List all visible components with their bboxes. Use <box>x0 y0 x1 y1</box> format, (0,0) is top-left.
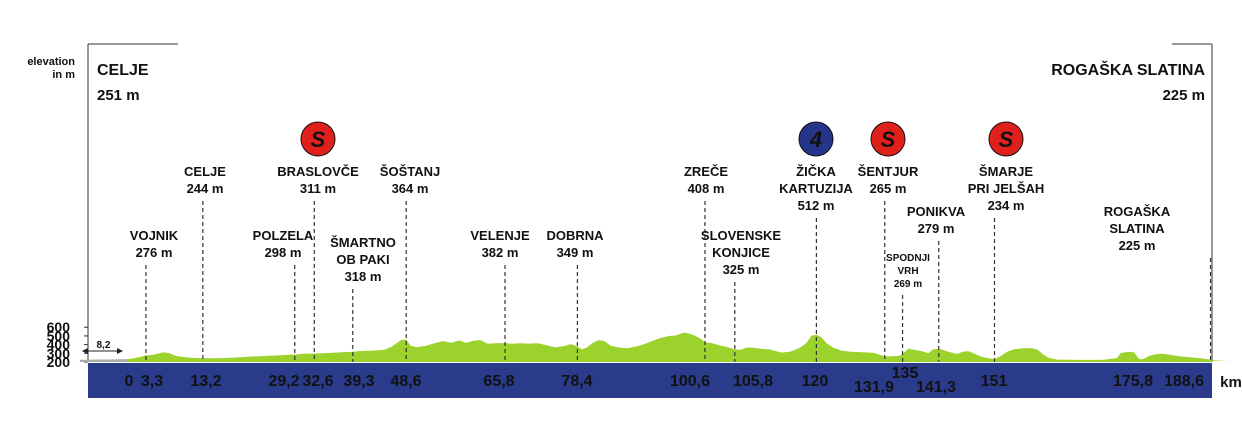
place-elevation-label: 234 m <box>988 198 1025 213</box>
place-elevation-label: 298 m <box>265 245 302 260</box>
place-elevation-label: 318 m <box>345 269 382 284</box>
x-tick-label: 151 <box>981 373 1008 390</box>
x-axis-unit: km <box>1220 374 1242 391</box>
neutral-arrow-left <box>81 348 88 354</box>
place-elevation-label: 325 m <box>723 262 760 277</box>
x-tick-label: 120 <box>802 373 829 390</box>
place-elevation-label: 349 m <box>557 245 594 260</box>
sprint-badge <box>870 121 906 157</box>
x-tick-label: 0 <box>125 373 134 390</box>
place-name-label: ŠMARTNO <box>330 235 396 250</box>
y-tick-label: 400 <box>47 337 71 353</box>
place-name-label: VOJNIK <box>130 228 179 243</box>
sprint-badge-letter: S <box>881 127 896 152</box>
y-tick-label: 600 <box>47 319 71 335</box>
place-name-label: SPODNJI <box>886 253 930 264</box>
x-tick-label: 78,4 <box>561 373 592 390</box>
place-name-label: ZREČE <box>684 164 728 179</box>
place-elevation-label: 276 m <box>136 245 173 260</box>
place-name-label: KONJICE <box>712 245 770 260</box>
place-elevation-label: 408 m <box>688 181 725 196</box>
place-name-label: SLATINA <box>1109 221 1165 236</box>
place-name-label: PRI JELŠAH <box>968 181 1045 196</box>
place-name-label: VELENJE <box>470 228 530 243</box>
place-name-label: SLOVENSKE <box>701 228 782 243</box>
y-axis-label: elevation <box>27 56 75 68</box>
finish-town-name: ROGAŠKA SLATINA <box>1051 60 1205 79</box>
place-name-label: ŠENTJUR <box>858 164 919 179</box>
place-name-label: ŠMARJE <box>979 164 1034 179</box>
place-name-label: ŽIČKA <box>796 164 836 179</box>
x-tick-label: 3,3 <box>141 373 163 390</box>
sprint-badge <box>988 121 1024 157</box>
climb-category-badge <box>798 121 834 157</box>
x-tick-label: 135 <box>892 365 919 382</box>
place-name-label: VRH <box>897 266 918 277</box>
place-elevation-label: 364 m <box>392 181 429 196</box>
start-town-name: CELJE <box>97 62 149 79</box>
place-name-label: PONIKVA <box>907 204 966 219</box>
sprint-badge <box>300 121 336 157</box>
place-elevation-label: 269 m <box>894 279 922 290</box>
x-tick-label: 29,2 <box>268 373 299 390</box>
x-tick-label: 32,6 <box>302 373 333 390</box>
sprint-badge-letter: S <box>311 127 326 152</box>
sprint-badge-letter: S <box>999 127 1014 152</box>
place-name-label: ROGAŠKA <box>1104 204 1171 219</box>
climb-category-number: 4 <box>809 127 822 152</box>
x-tick-label: 65,8 <box>483 373 514 390</box>
x-tick-label: 13,2 <box>190 373 221 390</box>
place-elevation-label: 512 m <box>798 198 835 213</box>
place-elevation-label: 382 m <box>482 245 519 260</box>
place-elevation-label: 311 m <box>300 181 336 196</box>
elevation-profile-area <box>79 332 1230 362</box>
place-name-label: BRASLOVČE <box>277 164 359 179</box>
place-name-label: DOBRNA <box>546 228 604 243</box>
neutral-zone-area <box>79 359 127 362</box>
place-name-label: POLZELA <box>253 228 314 243</box>
place-elevation-label: 279 m <box>918 221 955 236</box>
x-tick-label: 100,6 <box>670 373 710 390</box>
start-town-elevation: 251 m <box>97 87 140 104</box>
neutral-arrow-right <box>117 348 123 354</box>
place-elevation-label: 265 m <box>870 181 907 196</box>
place-name-label: OB PAKI <box>336 252 389 267</box>
place-elevation-label: 225 m <box>1119 238 1156 253</box>
neutral-distance-label: 8,2 <box>96 340 110 351</box>
x-tick-label: 48,6 <box>390 373 421 390</box>
x-tick-label: 131,9 <box>854 379 894 396</box>
x-tick-label: 175,8 <box>1113 373 1153 390</box>
place-elevation-label: 244 m <box>187 181 224 196</box>
place-name-label: KARTUZIJA <box>779 181 853 196</box>
x-tick-label: 188,6 <box>1164 373 1204 390</box>
y-tick-label: 300 <box>47 345 71 361</box>
place-name-label: CELJE <box>184 164 226 179</box>
y-tick-label: 200 <box>47 354 71 370</box>
x-tick-label: 105,8 <box>733 373 773 390</box>
place-name-label: ŠOŠTANJ <box>380 164 440 179</box>
finish-town-elevation: 225 m <box>1162 87 1205 104</box>
y-axis-label-unit: in m <box>52 69 75 81</box>
distance-axis-bar <box>88 363 1212 398</box>
y-tick-label: 500 <box>47 328 71 344</box>
x-tick-label: 141,3 <box>916 379 956 396</box>
x-tick-label: 39,3 <box>343 373 374 390</box>
